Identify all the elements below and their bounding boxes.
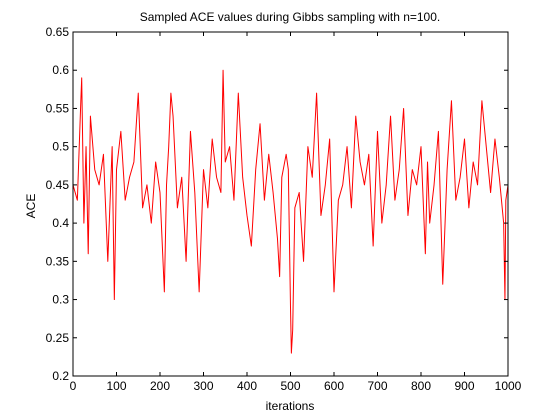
x-tick-label: 0 [70, 379, 77, 393]
x-tick-label: 500 [280, 379, 300, 393]
y-tick-label: 0.65 [46, 25, 70, 39]
chart-title: Sampled ACE values during Gibbs sampling… [140, 10, 441, 24]
x-tick-label: 600 [324, 379, 344, 393]
y-tick-label: 0.3 [52, 293, 69, 307]
x-tick-label: 100 [106, 379, 126, 393]
y-axis-label: ACE [24, 194, 38, 219]
y-tick-label: 0.5 [52, 140, 69, 154]
x-axis-label: iterations [266, 399, 315, 413]
x-tick-label: 1000 [495, 379, 522, 393]
x-tick-label: 200 [150, 379, 170, 393]
y-tick-label: 0.25 [46, 331, 70, 345]
x-tick-label: 400 [237, 379, 257, 393]
x-axis: 0 100 200 300 400 500 600 700 800 900 1000 [70, 32, 522, 393]
y-tick-label: 0.55 [46, 101, 70, 115]
y-tick-label: 0.35 [46, 254, 70, 268]
y-tick-label: 0.4 [52, 216, 69, 230]
ace-series-line-0 [72, 69, 509, 354]
plot-area [72, 31, 509, 377]
y-tick-label: 0.45 [46, 178, 70, 192]
y-tick-label: 0.6 [52, 63, 69, 77]
x-tick-label: 800 [411, 379, 431, 393]
y-axis: 0.2 0.25 0.3 0.35 0.4 0.45 0.5 0.55 0.6 0.65 [46, 25, 508, 383]
y-tick-label: 0.2 [52, 369, 69, 383]
x-tick-label: 300 [193, 379, 213, 393]
x-tick-label: 700 [367, 379, 387, 393]
x-tick-label: 900 [454, 379, 474, 393]
